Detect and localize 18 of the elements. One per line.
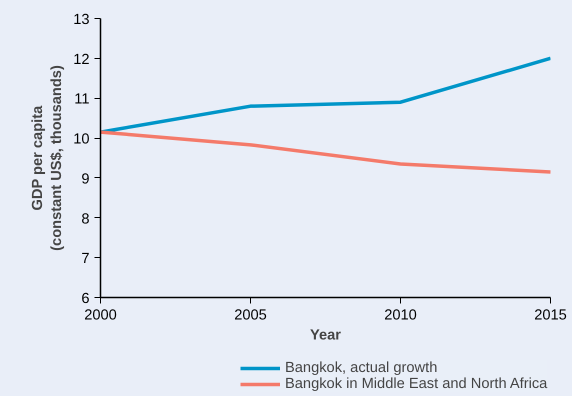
line-series bbox=[100, 56, 550, 134]
y-tick-label: 13 bbox=[73, 12, 90, 28]
y-tick-label: 11 bbox=[74, 92, 90, 108]
x-axis-title: Year bbox=[310, 328, 342, 344]
x-tick-label: 2010 bbox=[384, 308, 417, 324]
y-tick-label: 9 bbox=[81, 171, 90, 188]
x-tick-label: 2015 bbox=[534, 308, 567, 324]
y-tick-label: 7 bbox=[81, 251, 90, 268]
y-tick-label: 6 bbox=[81, 291, 90, 307]
y-tick-label: 8 bbox=[81, 211, 90, 228]
y-axis-title: GDP per capita (constant US$, thousands) bbox=[30, 65, 66, 251]
line-series bbox=[100, 130, 550, 174]
legend-label: Bangkok in Middle East and North Africa bbox=[285, 376, 548, 392]
y-tick-label: 10 bbox=[73, 132, 90, 148]
y-tick-label: 12 bbox=[73, 52, 90, 68]
legend-label: Bangkok, actual growth bbox=[285, 360, 438, 376]
x-tick-label: 2000 bbox=[84, 308, 117, 324]
x-tick-label: 2005 bbox=[234, 308, 267, 324]
